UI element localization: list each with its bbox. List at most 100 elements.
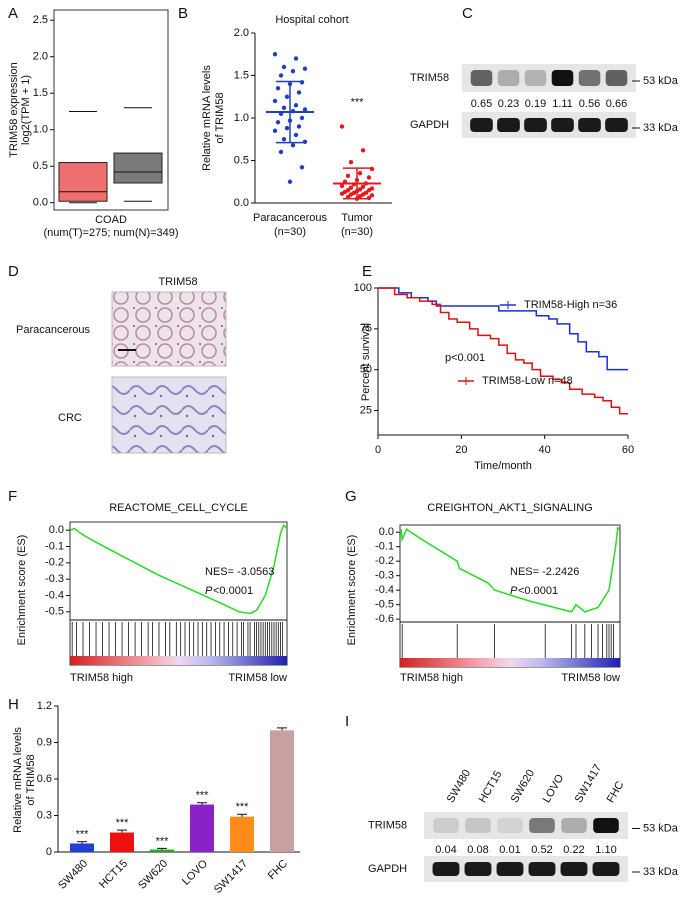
band-value: 0.65 (471, 98, 492, 110)
x-tick-note: (n=30) (341, 226, 373, 238)
point (272, 98, 278, 104)
lane-label: SW620 (509, 768, 537, 805)
y-tick-label: -0.3 (45, 573, 64, 585)
x-end-label: TRIM58 high (400, 672, 463, 684)
legend-label: TRIM58-High n=36 (524, 299, 617, 311)
x-tick-label: SW620 (136, 858, 170, 892)
lane-label: LOVO (541, 772, 567, 805)
point (357, 171, 363, 176)
point (360, 184, 366, 190)
significance: *** (116, 817, 130, 829)
y-axis-label: Relative mRNA levels (12, 727, 24, 833)
x-tick-label: 40 (539, 444, 551, 456)
point (348, 192, 354, 197)
row-label: TRIM58 (368, 819, 407, 831)
point (284, 94, 290, 99)
point (296, 90, 302, 95)
y-tick-label: 75 (360, 323, 372, 335)
y-tick-label: 2.5 (33, 14, 48, 26)
rank-heatmap (70, 656, 287, 665)
y-axis-label: Percent survival (360, 323, 372, 401)
gapdh-band (524, 118, 547, 132)
y-axis-label: Enrichment score (ES) (346, 535, 358, 646)
gapdh-band (605, 118, 628, 132)
x-tick-label: LOVO (180, 857, 210, 887)
point (366, 188, 372, 193)
gapdh-band (578, 118, 601, 132)
band (465, 818, 491, 833)
band-value: 0.22 (563, 844, 584, 856)
y-tick-label: -0.3 (375, 570, 394, 582)
p-value: <0.0001 (518, 585, 558, 597)
band (497, 818, 523, 833)
significance: *** (236, 801, 250, 813)
box (113, 152, 163, 184)
p-symbol: P (205, 585, 213, 597)
band-value: 0.56 (579, 98, 600, 110)
panel-letter: E (362, 263, 372, 280)
point (278, 149, 284, 155)
x-end-label: TRIM58 low (228, 672, 287, 684)
y-tick-label: 1.5 (234, 69, 249, 81)
gapdh-band (592, 862, 620, 876)
y-tick-label: -0.4 (375, 584, 394, 596)
y-tick-label: 0.0 (234, 197, 249, 209)
micrograph (111, 376, 227, 454)
y-tick-label: -0.6 (375, 613, 394, 625)
point (299, 165, 305, 170)
bar (190, 804, 214, 852)
row-label: TRIM58 (410, 72, 449, 84)
band (470, 70, 493, 86)
p-value: p<0.001 (445, 352, 485, 364)
y-tick-label: 1.0 (33, 124, 48, 136)
y-tick-label: 1.5 (33, 87, 48, 99)
point (293, 132, 299, 138)
point (281, 64, 287, 70)
band-value: 0.08 (467, 844, 488, 856)
y-tick-label: 0.5 (33, 160, 48, 172)
x-tick-label: Tumor (341, 212, 373, 224)
y-tick-label: 0.0 (49, 524, 64, 536)
bar (150, 849, 174, 852)
x-axis-label: COAD (95, 214, 127, 226)
nes: NES= -2.2426 (510, 566, 579, 578)
y-tick-label: -0.2 (45, 557, 64, 569)
y-tick-label: -0.5 (45, 606, 64, 618)
y-tick-label: 100 (354, 282, 372, 294)
x-end-label: TRIM58 low (561, 672, 620, 684)
point (345, 173, 351, 178)
row-label: Paracancerous (16, 324, 90, 336)
band (433, 818, 459, 833)
point (302, 66, 308, 71)
point (339, 124, 345, 129)
y-tick-label: 2.0 (234, 27, 249, 39)
nes: NES= -3.0563 (205, 566, 274, 578)
x-tick-label: SW480 (56, 858, 90, 892)
y-axis-label: of TRIM58 (214, 92, 226, 143)
enrichment-curve (399, 526, 621, 613)
panel-letter: G (345, 488, 357, 505)
rank-heatmap (400, 658, 620, 667)
y-axis-label: of TRIM58 (25, 754, 37, 805)
box (58, 162, 108, 202)
gapdh-band (470, 118, 493, 132)
panel-letter: H (8, 696, 19, 713)
point (290, 143, 296, 148)
x-end-label: TRIM58 high (70, 672, 133, 684)
y-tick-label: 0 (46, 846, 52, 858)
y-axis-label: log2(TPM + 1) (20, 75, 32, 145)
point (293, 56, 299, 61)
chart-title: REACTOME_CELL_CYCLE (109, 502, 248, 514)
y-tick-label: 1.2 (37, 700, 52, 712)
y-axis-label: Relative mRNA levels (201, 65, 213, 171)
bar (70, 843, 94, 852)
y-tick-label: 50 (360, 364, 372, 376)
band-value: 0.01 (499, 844, 520, 856)
x-tick-label: 20 (455, 444, 467, 456)
panel-letter: F (8, 488, 17, 505)
band (551, 70, 574, 86)
band-value: 0.23 (498, 98, 519, 110)
band-value: 0.52 (531, 844, 552, 856)
y-tick-label: 0.3 (37, 809, 52, 821)
